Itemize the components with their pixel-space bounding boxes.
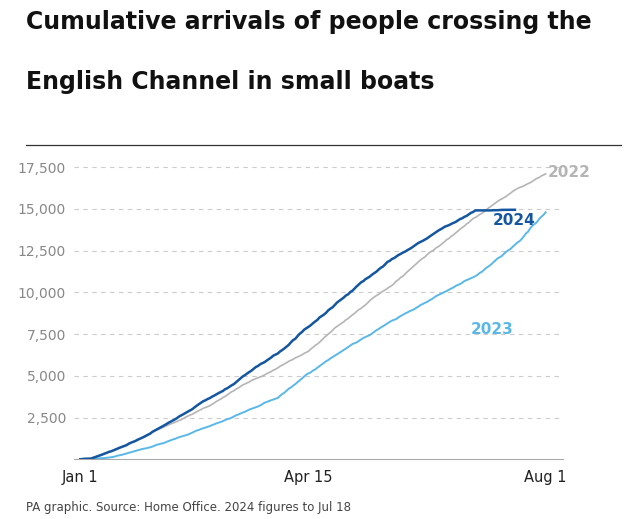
Text: PA graphic. Source: Home Office. 2024 figures to Jul 18: PA graphic. Source: Home Office. 2024 fi… — [26, 501, 351, 514]
Text: English Channel in small boats: English Channel in small boats — [26, 70, 434, 94]
Text: 2022: 2022 — [548, 165, 591, 180]
Text: Cumulative arrivals of people crossing the: Cumulative arrivals of people crossing t… — [26, 10, 591, 34]
Text: 2024: 2024 — [493, 213, 536, 228]
Text: 2023: 2023 — [471, 322, 514, 337]
